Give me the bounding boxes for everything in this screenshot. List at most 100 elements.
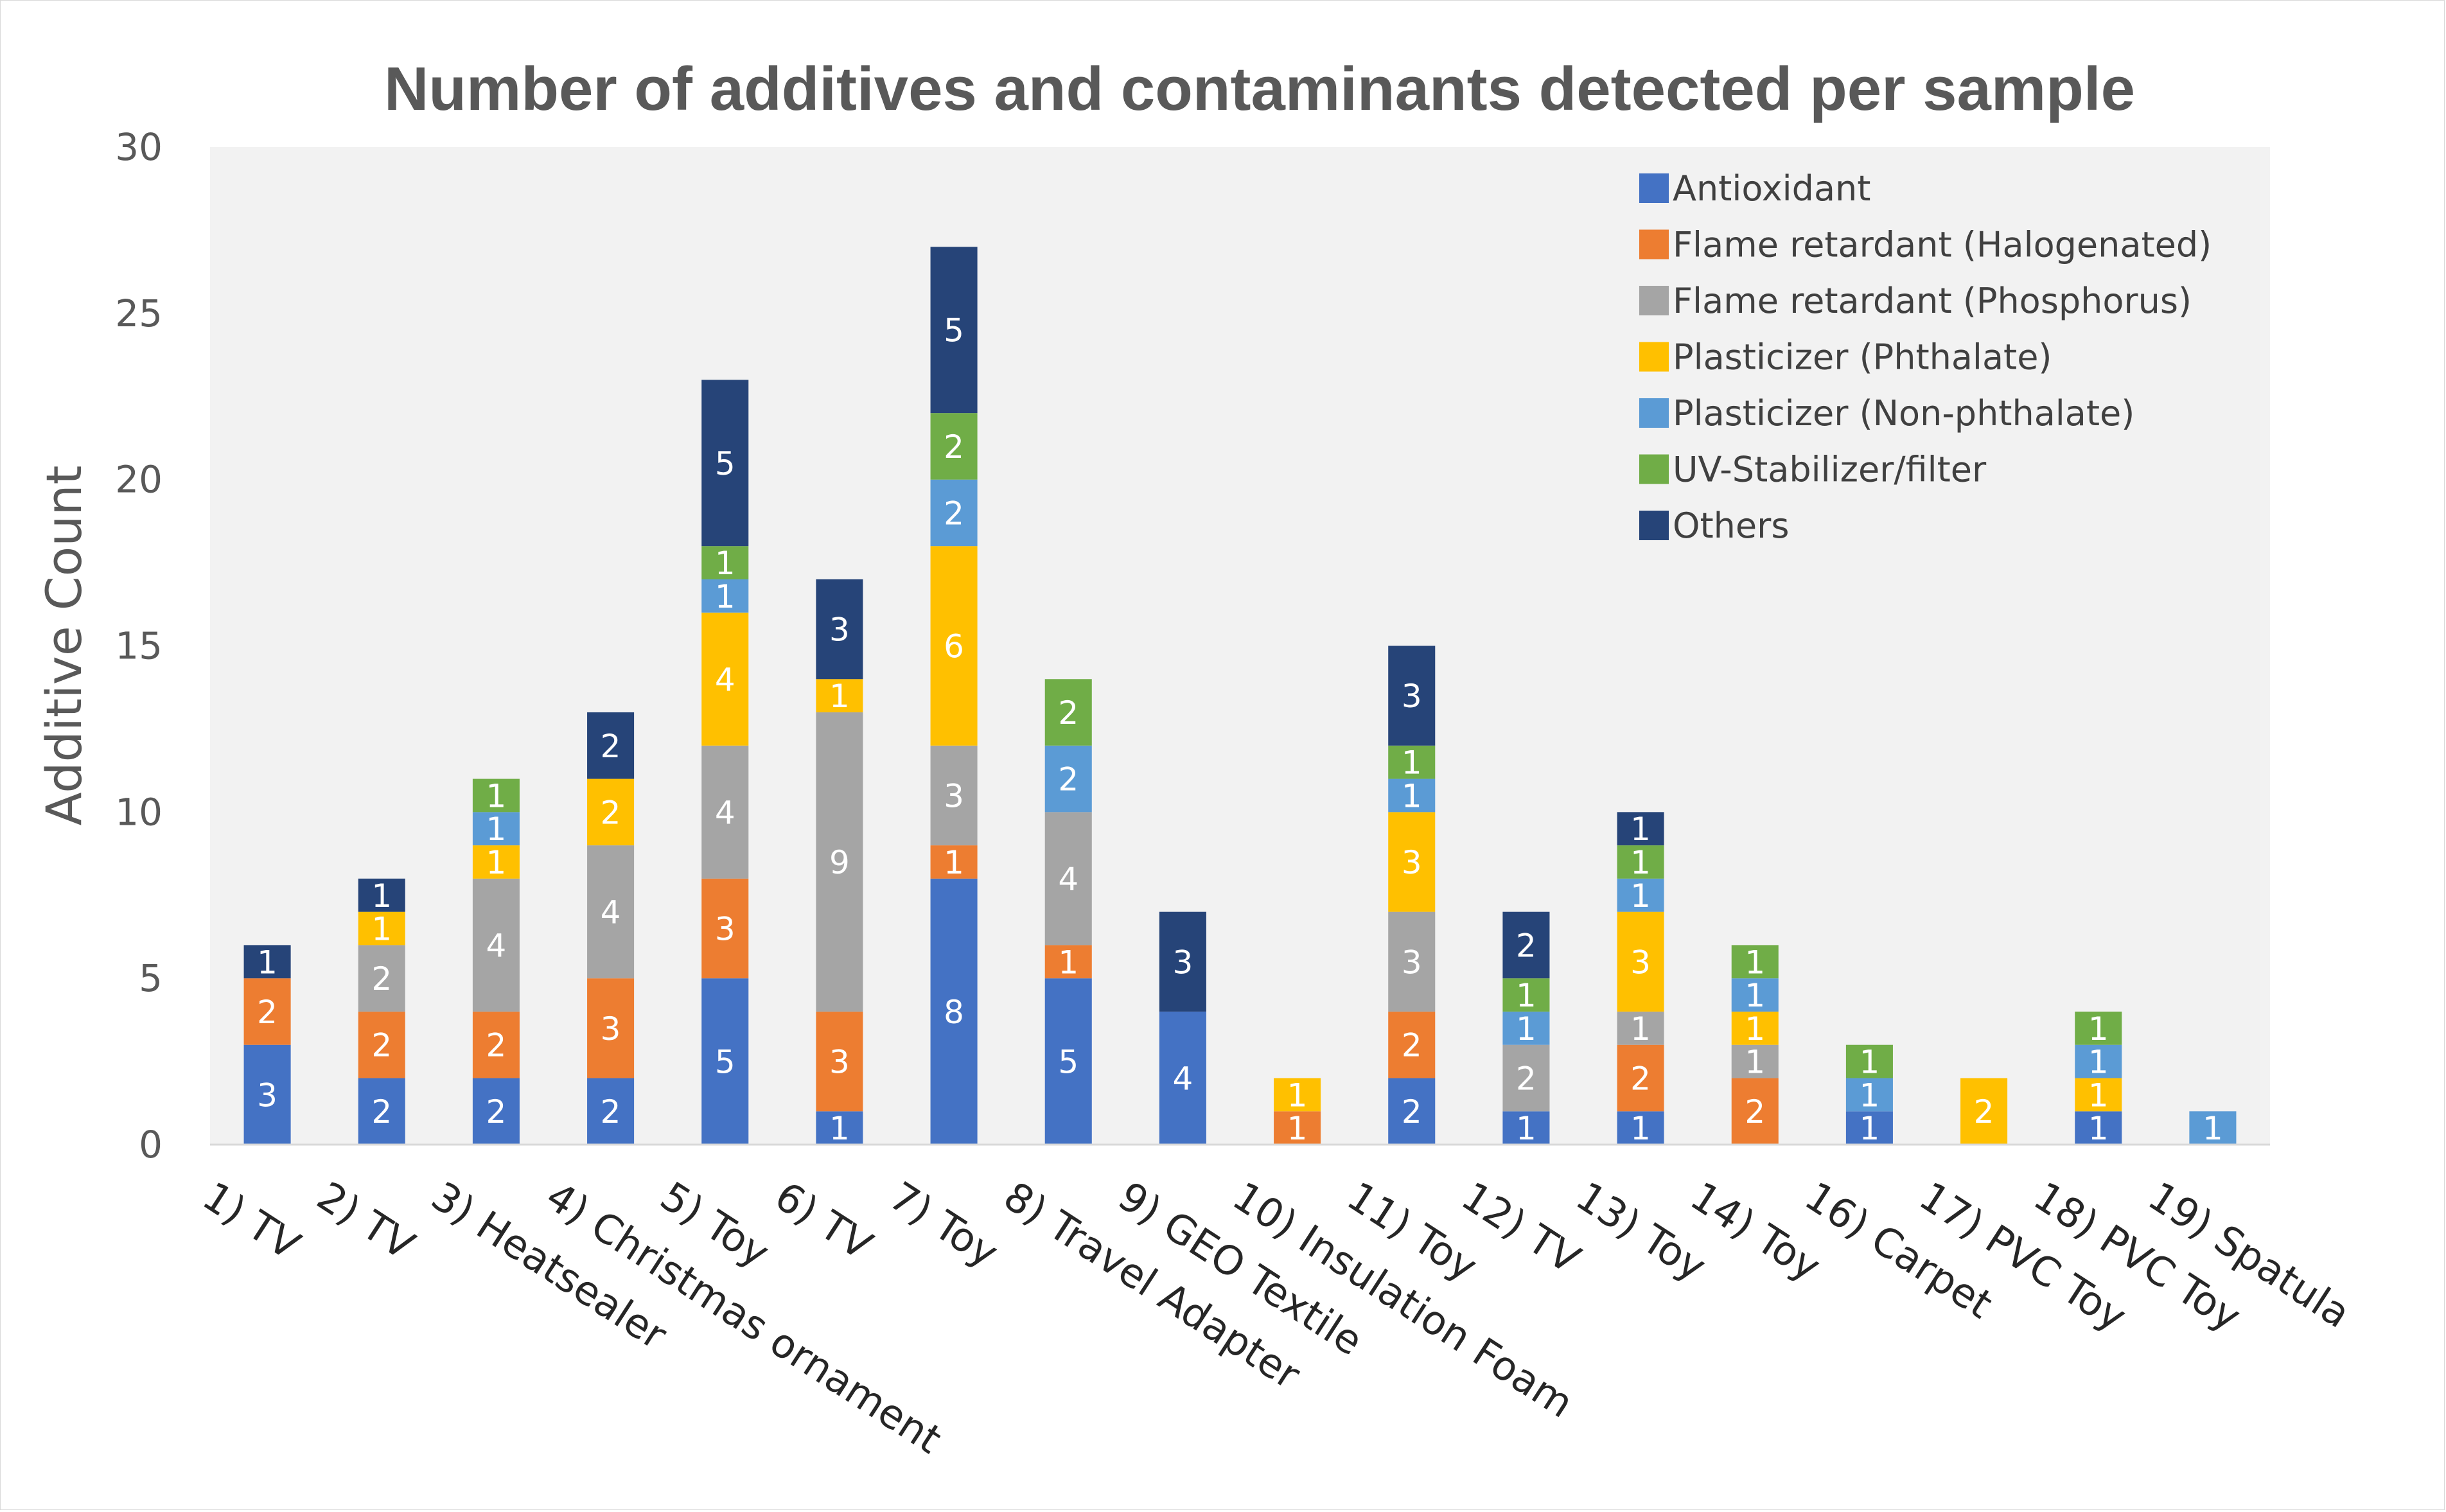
data-label: 3 [1402, 844, 1422, 881]
data-label: 2 [1974, 1093, 1994, 1130]
bar-segment [1274, 1078, 1321, 1112]
bar-segment [1617, 812, 1664, 846]
data-label: 1 [1516, 1010, 1536, 1048]
bar-segment [930, 546, 978, 746]
bar-segment [358, 945, 405, 1012]
data-label: 1 [1745, 977, 1765, 1014]
data-label: 4 [715, 661, 735, 698]
bar-segment [701, 612, 749, 746]
chart-title: Number of additives and contaminants det… [384, 55, 2135, 123]
y-tick-label: 15 [115, 624, 163, 668]
data-label: 1 [829, 1110, 850, 1147]
bar-segment [1388, 1011, 1436, 1078]
bar-segment [1388, 812, 1436, 912]
y-axis-ticks: 0 5 10 15 20 25 30 [115, 125, 163, 1166]
data-label: 1 [1745, 1010, 1765, 1048]
bar-segment [472, 845, 520, 879]
data-label: 1 [1516, 977, 1536, 1014]
data-label: 2 [371, 960, 392, 998]
data-label: 1 [944, 844, 964, 881]
bar-segment [358, 1011, 405, 1078]
legend-swatch [1639, 342, 1669, 372]
legend-label: Plasticizer (Non-phthalate) [1673, 393, 2134, 434]
bar-segment [816, 1111, 863, 1145]
bar-segment [587, 845, 635, 979]
data-label: 1 [1745, 1044, 1765, 1081]
bar-segment [1617, 1111, 1664, 1145]
data-label: 3 [1402, 678, 1422, 715]
data-label: 2 [1402, 1093, 1422, 1130]
bar-segment [816, 679, 863, 713]
bar-segment [1502, 911, 1550, 979]
bar-segment [1617, 878, 1664, 912]
bar-segment [930, 845, 978, 879]
data-label: 3 [1630, 944, 1651, 981]
bar-segment [1960, 1078, 2008, 1145]
bar-segment [930, 413, 978, 480]
bar-segment [1502, 978, 1550, 1012]
data-label: 3 [257, 1077, 277, 1114]
data-label: 3 [601, 1010, 621, 1048]
data-label: 1 [1860, 1044, 1880, 1081]
x-tick-label: 2) TV [309, 1172, 423, 1269]
bar-segment [1617, 845, 1664, 879]
legend-swatch [1639, 511, 1669, 540]
y-tick-label: 0 [139, 1123, 163, 1166]
bar-segment [358, 1078, 405, 1145]
data-label: 1 [1860, 1077, 1880, 1114]
data-label: 1 [715, 578, 735, 615]
data-label: 6 [944, 628, 964, 665]
bar-segment [1388, 1078, 1436, 1145]
bar-segment [1388, 745, 1436, 779]
legend-swatch [1639, 229, 1669, 259]
x-tick-label: 13) Toy [1568, 1172, 1714, 1290]
bar-segment [243, 978, 291, 1045]
bar-segment [1044, 679, 1092, 746]
bar-segment [358, 878, 405, 912]
data-label: 3 [829, 1044, 850, 1081]
data-label: 4 [1058, 861, 1078, 898]
bar-segment [1159, 1011, 1206, 1145]
bar-segment [1044, 745, 1092, 813]
y-tick-label: 5 [139, 956, 163, 1000]
data-label: 1 [2203, 1110, 2223, 1147]
bar-segment [243, 945, 291, 979]
data-label: 4 [601, 894, 621, 931]
bar-segment [1617, 911, 1664, 1012]
bar-segment [816, 579, 863, 680]
data-label: 2 [486, 1027, 507, 1064]
bar-segment [1731, 945, 1779, 979]
y-tick-label: 20 [115, 458, 163, 502]
data-label: 1 [486, 844, 507, 881]
y-tick-label: 30 [115, 125, 163, 169]
bar-segment [472, 878, 520, 1012]
legend-swatch [1639, 454, 1669, 484]
data-label: 1 [1402, 744, 1422, 782]
bar-segment [1731, 1078, 1779, 1145]
bar-segment [816, 712, 863, 1012]
data-label: 1 [1058, 944, 1078, 981]
data-label: 5 [715, 1044, 735, 1081]
data-label: 1 [1630, 1110, 1651, 1147]
bar-segment [2075, 1078, 2122, 1112]
bar-segment [472, 1011, 520, 1078]
data-label: 2 [1516, 1060, 1536, 1097]
bar-segment [1502, 1111, 1550, 1145]
bar-segment [1731, 1011, 1779, 1045]
data-label: 2 [1630, 1060, 1651, 1097]
legend-label: Flame retardant (Phosphorus) [1673, 281, 2192, 321]
bar-segment [701, 878, 749, 979]
data-label: 1 [1287, 1110, 1308, 1147]
bar-segment [1617, 1044, 1664, 1112]
data-label: 1 [715, 545, 735, 582]
data-label: 5 [944, 312, 964, 349]
data-label: 8 [944, 994, 964, 1031]
bar-segment [1502, 1044, 1550, 1112]
data-label: 2 [371, 1093, 392, 1130]
bar-segment [587, 978, 635, 1078]
x-tick-label: 1) TV [195, 1172, 308, 1269]
data-label: 3 [944, 777, 964, 814]
bars: 3212221122411123422534411513913813622551… [243, 247, 2237, 1147]
bar-segment [701, 978, 749, 1145]
